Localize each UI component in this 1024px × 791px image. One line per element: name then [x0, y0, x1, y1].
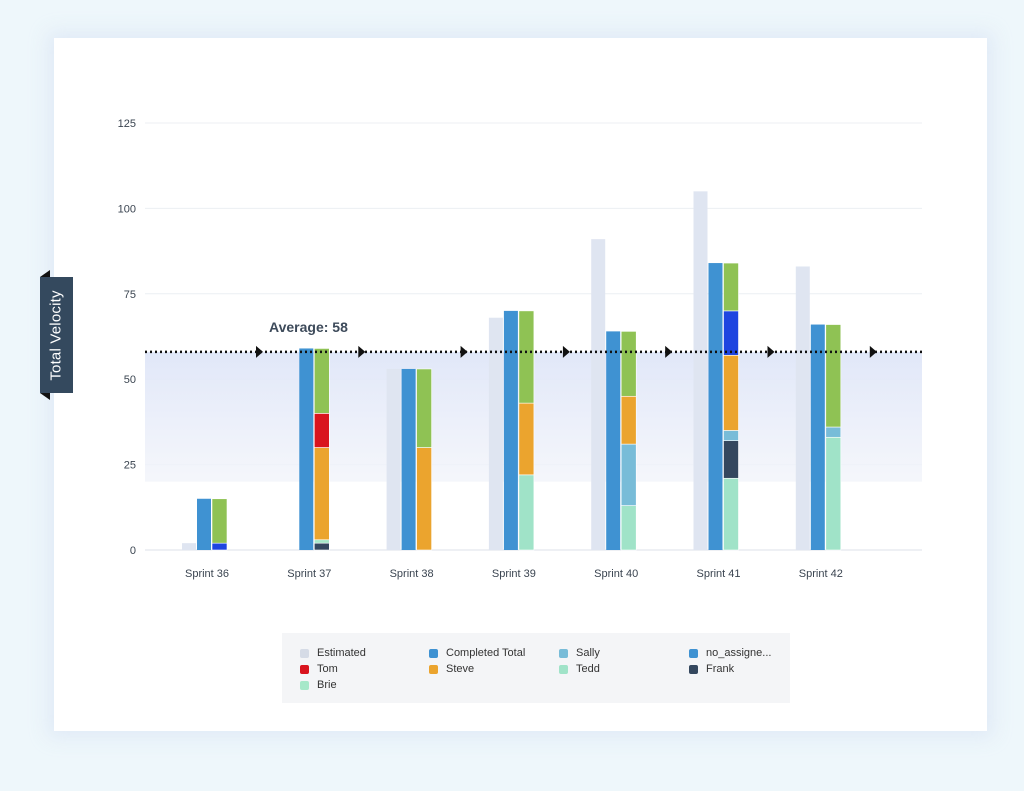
legend-label: Frank	[706, 663, 735, 675]
average-arrow-marker	[869, 345, 877, 358]
bar-segment-sally	[620, 443, 637, 506]
bar-completed-total	[708, 263, 723, 550]
y-tick-label: 25	[124, 460, 136, 472]
legend-swatch	[689, 648, 698, 658]
bar-estimated	[693, 191, 708, 550]
legend-item[interactable]: Brie	[300, 679, 337, 691]
x-tick-label: Sprint 40	[594, 568, 638, 580]
legend-swatch	[429, 648, 438, 658]
average-arrow-marker	[665, 345, 673, 358]
legend-item[interactable]: Estimated	[300, 647, 366, 659]
average-arrow-marker	[358, 345, 366, 358]
bar-segment-steve	[416, 447, 432, 551]
legend-item[interactable]: Tom	[300, 663, 338, 675]
legend-swatch	[300, 680, 309, 690]
x-tick-label: Sprint 41	[696, 568, 740, 580]
bar-segment-frank	[313, 542, 330, 551]
bar-estimated	[488, 317, 503, 550]
bar-segment-tom	[313, 413, 330, 448]
x-tick-label: Sprint 42	[799, 568, 843, 580]
legend-item[interactable]: Tedd	[559, 663, 600, 675]
legend-item[interactable]: Completed Total	[429, 647, 525, 659]
bar-estimated	[386, 368, 401, 550]
x-tick-label: Sprint 39	[492, 568, 536, 580]
bar-estimated	[795, 266, 810, 550]
x-tick-label: Sprint 38	[390, 568, 434, 580]
legend-swatch	[559, 648, 568, 658]
bar-estimated	[591, 239, 606, 551]
bar-segment-steve	[518, 402, 535, 476]
x-tick-label: Sprint 37	[287, 568, 331, 580]
bar-segment-no-assigned	[723, 310, 739, 356]
bar-segment-steve	[313, 447, 330, 541]
legend-label: Sally	[576, 647, 600, 659]
legend-swatch	[429, 664, 438, 674]
bar-segment-sally	[825, 426, 842, 438]
bar-estimated	[182, 543, 196, 550]
legend-item[interactable]: Frank	[689, 663, 734, 675]
bar-segment-steve	[723, 354, 739, 431]
legend-label: no_assigne...	[706, 647, 772, 659]
legend-swatch	[689, 664, 698, 674]
bar-segment-tedd	[723, 477, 739, 551]
bar-segment-other	[416, 368, 432, 448]
legend: Estimated Completed Total Sally no_assigne.…	[282, 633, 790, 703]
y-axis-label-tab: Total Velocity	[40, 270, 73, 400]
legend-label: Tom	[317, 663, 338, 675]
legend-label: Steve	[446, 663, 475, 675]
average-arrow-marker	[767, 345, 775, 358]
bar-segment-other	[723, 262, 739, 312]
bar-completed-total	[197, 498, 211, 550]
bar-segment-other	[518, 310, 535, 404]
y-tick-label: 125	[118, 118, 136, 130]
y-tick-label: 0	[130, 545, 136, 557]
bar-segment-brie	[313, 539, 330, 544]
bar-segment-sally	[723, 430, 739, 441]
bar-completed-total	[810, 324, 825, 550]
y-tick-label: 50	[124, 374, 136, 386]
legend-item[interactable]: no_assigne...	[689, 647, 771, 659]
bar-segment-frank	[723, 440, 739, 479]
legend-swatch	[300, 648, 309, 658]
average-arrow-marker	[256, 345, 263, 358]
bar-segment-tedd	[825, 436, 842, 551]
bar-completed-total	[401, 368, 416, 550]
bar-segment-tedd	[518, 474, 535, 551]
legend-label: Estimated	[317, 647, 366, 659]
legend-label: Completed Total	[446, 647, 526, 659]
bar-segment-other	[620, 331, 637, 397]
y-tick-label: 75	[124, 289, 136, 301]
bar-segment-other	[825, 324, 842, 428]
bar-completed-total	[503, 310, 518, 550]
bar-segment-tedd	[620, 505, 637, 551]
y-axis-ticks: 0 25 50 75 100 125	[118, 118, 136, 557]
legend-label: Brie	[317, 679, 337, 691]
x-axis-ticks: Sprint 36 Sprint 37 Sprint 38 Sprint 39 Spri…	[185, 568, 843, 580]
bar-completed-total	[606, 331, 621, 550]
legend-item[interactable]: Steve	[429, 663, 474, 675]
average-label: Average: 58	[269, 319, 348, 335]
bar-segment-no-assigned	[211, 542, 228, 551]
bar-segment-other	[313, 348, 330, 414]
y-axis-label: Total Velocity	[48, 289, 66, 381]
bar-completed-total	[299, 348, 314, 550]
average-line: Average: 58	[145, 319, 922, 358]
bars	[182, 191, 842, 551]
x-tick-label: Sprint 36	[185, 568, 229, 580]
bar-segment-other	[211, 498, 228, 544]
legend-item[interactable]: Sally	[559, 647, 600, 659]
bar-segment-steve	[620, 395, 637, 445]
legend-swatch	[559, 664, 568, 674]
y-tick-label: 100	[118, 203, 136, 215]
average-arrow-marker	[562, 345, 570, 358]
legend-label: Tedd	[576, 663, 600, 675]
legend-swatch	[300, 664, 309, 674]
average-arrow-marker	[460, 345, 468, 358]
